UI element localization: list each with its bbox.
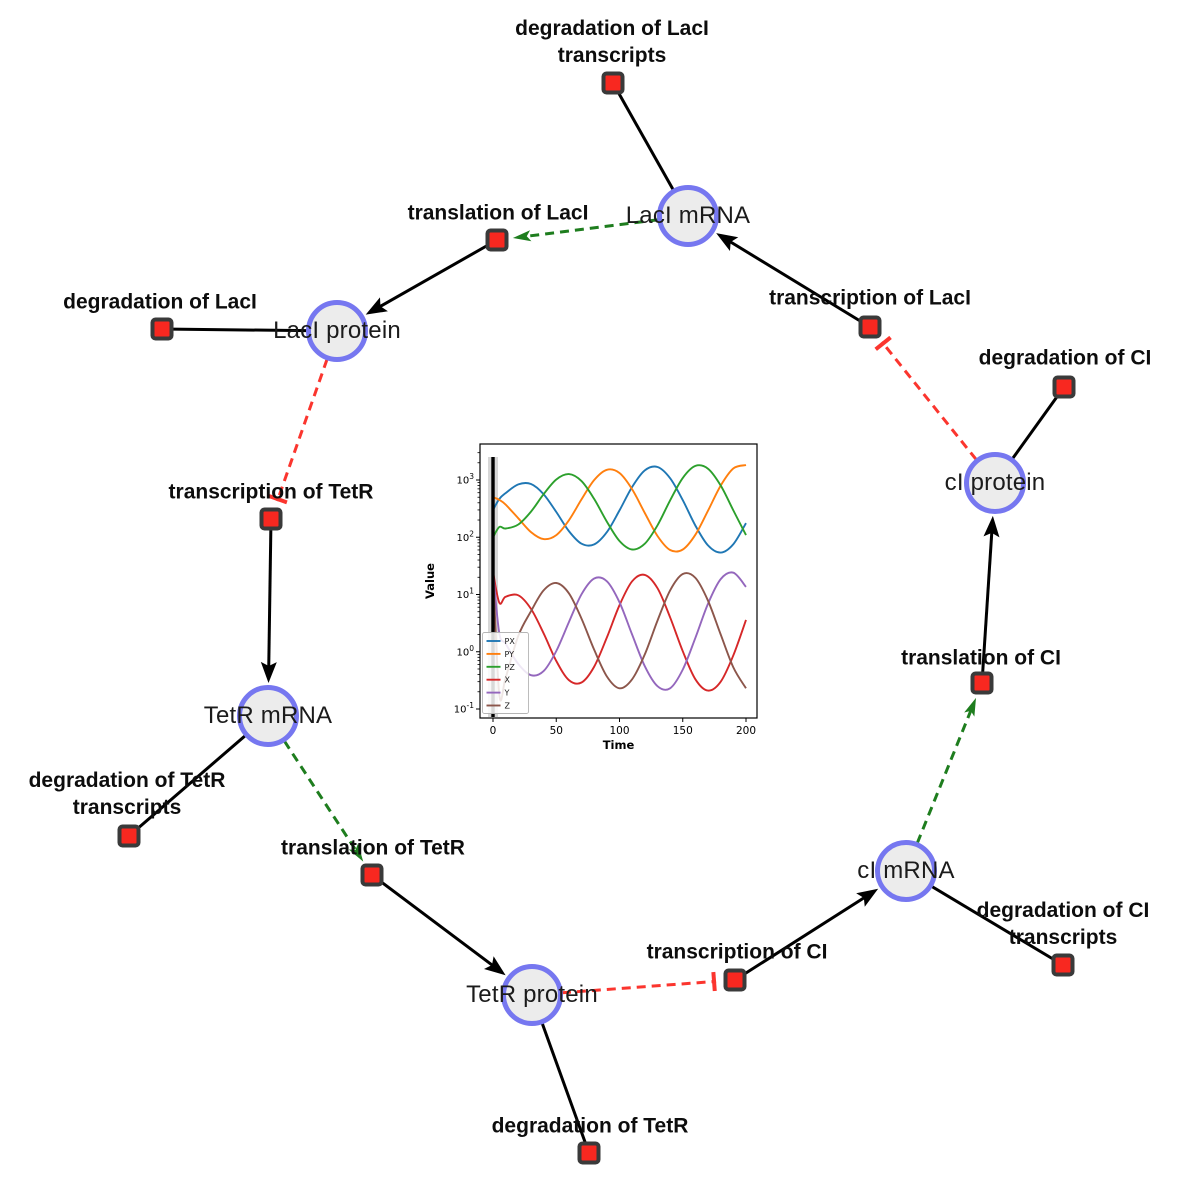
reaction-label-deg-ci-transcripts: degradation of CI transcripts bbox=[977, 897, 1150, 951]
modifier-edge bbox=[266, 715, 358, 853]
reaction-label-line: degradation of TetR bbox=[28, 769, 226, 792]
reaction-label-deg-laci-transcripts: degradation of LacI transcripts bbox=[515, 15, 709, 69]
production-arrowhead-icon bbox=[260, 661, 277, 684]
reaction-node-transcription-ci[interactable] bbox=[723, 968, 747, 992]
species-label-laci-mrna: LacI mRNA bbox=[625, 202, 751, 229]
modifier-edge bbox=[524, 214, 689, 238]
y-tick-label: 102 bbox=[456, 529, 474, 544]
reaction-node-deg-tetr-transcripts[interactable] bbox=[117, 824, 141, 848]
reaction-label-line: degradation of CI bbox=[976, 899, 1150, 922]
reaction-node-translation-tetr[interactable] bbox=[360, 863, 384, 887]
species-node-ci-mrna[interactable] bbox=[875, 840, 937, 902]
reaction-node-deg-ci[interactable] bbox=[1052, 375, 1076, 399]
production-edge bbox=[734, 896, 866, 982]
reaction-label-line: transcripts bbox=[1008, 926, 1118, 949]
production-arrowhead-icon bbox=[856, 888, 879, 907]
reaction-label-line: transcripts bbox=[557, 44, 667, 67]
legend-label-PY: PY bbox=[505, 650, 515, 659]
x-tick-label: 150 bbox=[673, 725, 693, 737]
x-tick-label: 0 bbox=[490, 725, 497, 737]
modifier-arrowhead-icon bbox=[964, 697, 977, 717]
legend-label-PX: PX bbox=[505, 637, 516, 646]
species-label-tetr-mrna: TetR mRNA bbox=[203, 702, 333, 729]
timeseries-plot: 0 50 100 150 20010-1100101102103TimeValuePXP… bbox=[423, 430, 776, 770]
species-node-laci-protein[interactable] bbox=[306, 300, 368, 362]
reaction-node-deg-laci[interactable] bbox=[150, 317, 174, 341]
reaction-label-transcription-tetr: transcription of TetR bbox=[169, 479, 374, 506]
y-tick-label: 101 bbox=[456, 587, 474, 602]
reaction-label-line: transcription of TetR bbox=[168, 480, 374, 504]
y-tick-label: 10-1 bbox=[454, 701, 474, 716]
production-edge bbox=[378, 238, 498, 309]
inhibition-tee-icon bbox=[874, 335, 892, 351]
legend-label-X: X bbox=[505, 676, 511, 685]
reaction-label-line: transcripts bbox=[72, 796, 182, 819]
series-line-X bbox=[492, 571, 747, 692]
reaction-label-line: degradation of LacI bbox=[63, 290, 257, 314]
reaction-node-deg-laci-transcripts[interactable] bbox=[601, 71, 625, 95]
legend-label-PZ: PZ bbox=[505, 663, 516, 672]
reaction-label-deg-tetr: degradation of TetR bbox=[492, 1113, 689, 1140]
x-tick-label: 100 bbox=[609, 725, 629, 737]
reaction-label-transcription-ci: transcription of CI bbox=[647, 939, 828, 966]
reaction-node-translation-laci[interactable] bbox=[485, 228, 509, 252]
species-label-ci-mrna: cI mRNA bbox=[857, 857, 955, 884]
production-arrowhead-icon bbox=[983, 515, 1000, 538]
series-line-PX bbox=[492, 465, 747, 554]
reaction-label-line: transcription of LacI bbox=[769, 286, 971, 310]
production-arrowhead-icon bbox=[716, 233, 739, 251]
reaction-node-deg-tetr[interactable] bbox=[577, 1141, 601, 1165]
reaction-label-translation-laci: translation of LacI bbox=[408, 200, 589, 227]
species-node-laci-mrna[interactable] bbox=[657, 185, 719, 247]
legend-label-Z: Z bbox=[505, 702, 511, 711]
species-node-tetr-protein[interactable] bbox=[501, 964, 563, 1026]
species-label-laci-protein: LacI protein bbox=[273, 317, 401, 344]
production-edge bbox=[980, 531, 994, 684]
series-line-PZ bbox=[492, 464, 747, 551]
reaction-label-translation-tetr: translation of TetR bbox=[281, 835, 465, 862]
reaction-label-line: degradation of CI bbox=[978, 346, 1152, 370]
reaction-node-transcription-laci[interactable] bbox=[858, 315, 882, 339]
species-label-tetr-protein: TetR protein bbox=[466, 981, 598, 1008]
y-tick-label: 103 bbox=[456, 472, 474, 487]
modifier-arrowhead-icon bbox=[348, 843, 364, 862]
species-label-ci-protein: cI protein bbox=[944, 469, 1046, 496]
species-node-tetr-mrna[interactable] bbox=[237, 685, 299, 747]
inhibition-tee-icon bbox=[711, 971, 717, 992]
reaction-label-deg-tetr-transcripts: degradation of TetR transcripts bbox=[29, 767, 226, 821]
y-tick-label: 100 bbox=[456, 644, 474, 659]
reaction-label-transcription-laci: transcription of LacI bbox=[769, 285, 971, 312]
y-axis-label: Value bbox=[423, 563, 437, 599]
reaction-label-line: translation of LacI bbox=[407, 201, 589, 225]
production-edge bbox=[267, 518, 273, 668]
reaction-label-line: transcription of CI bbox=[646, 940, 828, 964]
reaction-label-deg-ci: degradation of CI bbox=[979, 345, 1152, 372]
legend: PX PY PZ XYZ bbox=[482, 632, 529, 714]
reaction-node-transcription-tetr[interactable] bbox=[259, 507, 283, 531]
reaction-label-line: degradation of TetR bbox=[491, 1114, 689, 1138]
production-edge bbox=[729, 240, 871, 329]
axes-frame bbox=[479, 443, 758, 719]
x-tick-label: 50 bbox=[550, 725, 563, 737]
reaction-label-deg-laci: degradation of LacI bbox=[63, 289, 257, 316]
production-arrowhead-icon bbox=[365, 297, 388, 315]
reaction-label-line: degradation of LacI bbox=[515, 17, 709, 40]
inhibition-tee-icon bbox=[268, 494, 288, 505]
species-node-ci-protein[interactable] bbox=[964, 452, 1026, 514]
production-arrowhead-icon bbox=[484, 956, 506, 976]
reaction-label-line: translation of CI bbox=[901, 646, 1061, 670]
reaction-node-deg-ci-transcripts[interactable] bbox=[1051, 953, 1075, 977]
reaction-label-line: translation of TetR bbox=[281, 836, 465, 860]
production-edge bbox=[371, 873, 494, 967]
reaction-label-translation-ci: translation of CI bbox=[901, 645, 1061, 672]
series-line-PY bbox=[492, 464, 747, 553]
x-tick-label: 200 bbox=[736, 725, 756, 737]
modifier-arrowhead-icon bbox=[512, 230, 532, 242]
legend-label-Y: Y bbox=[504, 689, 510, 698]
x-axis-label: Time bbox=[603, 738, 635, 752]
reaction-node-translation-ci[interactable] bbox=[970, 671, 994, 695]
